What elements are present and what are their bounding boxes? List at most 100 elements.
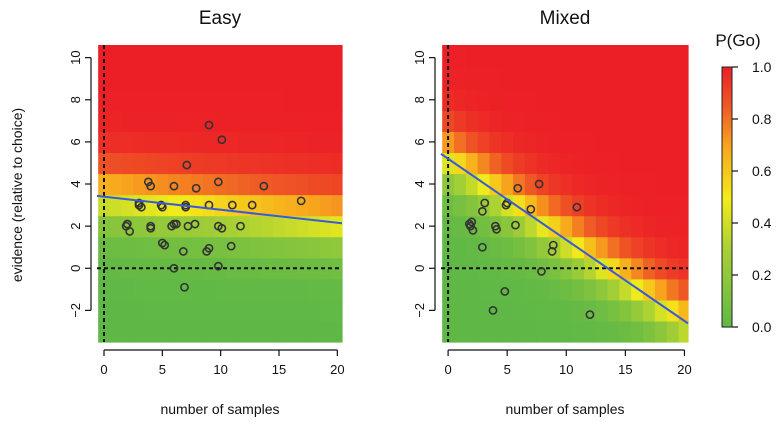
heatmap-cell bbox=[454, 278, 467, 301]
heatmap-cell bbox=[214, 320, 228, 343]
data-point bbox=[204, 120, 214, 130]
heatmap-cell bbox=[296, 173, 309, 196]
heatmap-cell bbox=[98, 173, 111, 196]
y-tick-label: 4 bbox=[68, 180, 83, 187]
colorbar-tick-label: 0.8 bbox=[752, 111, 772, 127]
heatmap-cell bbox=[168, 45, 181, 48]
heatmap-cell bbox=[678, 320, 689, 343]
heatmap-cell bbox=[296, 278, 309, 301]
colorbar-segment bbox=[722, 199, 732, 202]
heatmap-cell bbox=[308, 68, 321, 90]
heatmap-cell bbox=[442, 68, 455, 90]
heatmap-cell bbox=[238, 110, 251, 132]
panel-title-mixed: Mixed bbox=[540, 8, 591, 29]
heatmap-cell bbox=[273, 89, 286, 111]
heatmap-cell bbox=[98, 194, 111, 217]
colorbar-segment bbox=[722, 305, 732, 308]
heatmap-cell bbox=[238, 236, 251, 259]
heatmap-cell bbox=[296, 236, 309, 259]
heatmap-cell bbox=[214, 236, 228, 259]
heatmap-cell bbox=[156, 152, 169, 175]
heatmap-cell bbox=[179, 299, 193, 322]
heatmap-cell bbox=[133, 152, 146, 175]
panel-title-easy: Easy bbox=[199, 8, 242, 29]
data-point bbox=[146, 181, 156, 191]
heatmap-cell bbox=[607, 89, 621, 111]
heatmap-cell bbox=[513, 45, 526, 48]
heatmap-cell bbox=[133, 110, 146, 132]
heatmap-cell bbox=[477, 45, 491, 48]
heatmap-cell bbox=[273, 278, 286, 301]
heatmap-cell bbox=[548, 278, 561, 301]
colorbar-segment bbox=[722, 85, 732, 88]
heatmap-cell bbox=[666, 194, 680, 217]
heatmap-cell bbox=[607, 47, 621, 69]
heatmap-cell bbox=[619, 152, 632, 175]
heatmap-cell bbox=[331, 215, 343, 238]
heatmap-cell bbox=[501, 110, 514, 132]
heatmap-cell bbox=[454, 236, 467, 259]
heatmap-cell bbox=[631, 131, 644, 154]
heatmap-cell bbox=[121, 68, 134, 90]
colorbar-segment bbox=[722, 303, 732, 306]
heatmap-cell bbox=[572, 152, 585, 175]
heatmap-cell bbox=[331, 194, 343, 217]
data-point bbox=[157, 238, 167, 248]
heatmap-cell bbox=[572, 110, 585, 132]
colorbar-segment bbox=[722, 175, 732, 178]
heatmap-cell bbox=[319, 194, 333, 217]
heatmap-cell bbox=[489, 320, 502, 343]
data-point bbox=[572, 202, 582, 212]
heatmap-cell bbox=[319, 215, 333, 238]
heatmap-cell bbox=[501, 173, 514, 196]
heatmap-cell bbox=[179, 110, 193, 132]
colorbar-segment bbox=[722, 141, 732, 144]
heatmap-cell bbox=[548, 173, 561, 196]
colorbar-segment bbox=[722, 113, 732, 116]
colorbar-segment bbox=[722, 325, 732, 328]
colorbar-segment bbox=[722, 73, 732, 76]
data-point bbox=[217, 135, 227, 145]
heatmap-cell bbox=[284, 194, 298, 217]
heatmap-cell bbox=[631, 215, 644, 238]
heatmap-cell bbox=[261, 89, 274, 111]
heatmap-cell bbox=[619, 299, 632, 322]
heatmap-cell bbox=[168, 131, 181, 154]
heatmap-cell bbox=[168, 278, 181, 301]
heatmap-cell bbox=[203, 152, 216, 175]
heatmap-cell bbox=[524, 257, 538, 280]
data-point bbox=[467, 217, 477, 227]
colorbar-segment bbox=[722, 187, 732, 190]
colorbar-segment bbox=[722, 103, 732, 106]
data-point bbox=[492, 224, 501, 234]
heatmap-cell bbox=[643, 257, 656, 280]
heatmap-cell bbox=[238, 194, 251, 217]
colorbar-segment bbox=[722, 173, 732, 176]
heatmap-cell bbox=[572, 278, 585, 301]
heatmap-cell bbox=[524, 89, 538, 111]
y-tick-label: 2 bbox=[68, 223, 83, 230]
heatmap-cell bbox=[643, 215, 656, 238]
heatmap-cell bbox=[109, 45, 123, 48]
data-point bbox=[534, 179, 544, 189]
heatmap-cell bbox=[678, 236, 689, 259]
heatmap-cell bbox=[607, 278, 621, 301]
colorbar-segment bbox=[722, 163, 732, 166]
heatmap-cell bbox=[319, 45, 333, 48]
heatmap-cell bbox=[109, 152, 123, 175]
heatmap-cell bbox=[226, 278, 239, 301]
heatmap bbox=[98, 45, 343, 343]
heatmap-cell bbox=[666, 68, 680, 90]
colorbar: P(Go) 0.0 0.2 0.4 0.6 0.8 1.0 bbox=[715, 31, 771, 335]
heatmap-cell bbox=[109, 194, 123, 217]
heatmap-cell bbox=[666, 45, 680, 48]
heatmap-cell bbox=[560, 47, 573, 69]
colorbar-segment bbox=[722, 83, 732, 86]
heatmap-cell bbox=[666, 215, 680, 238]
heatmap-cell bbox=[442, 173, 455, 196]
heatmap-cell bbox=[536, 152, 550, 175]
heatmap-cell bbox=[572, 89, 585, 111]
colorbar-segment bbox=[722, 223, 732, 226]
heatmap-cell bbox=[595, 320, 609, 343]
